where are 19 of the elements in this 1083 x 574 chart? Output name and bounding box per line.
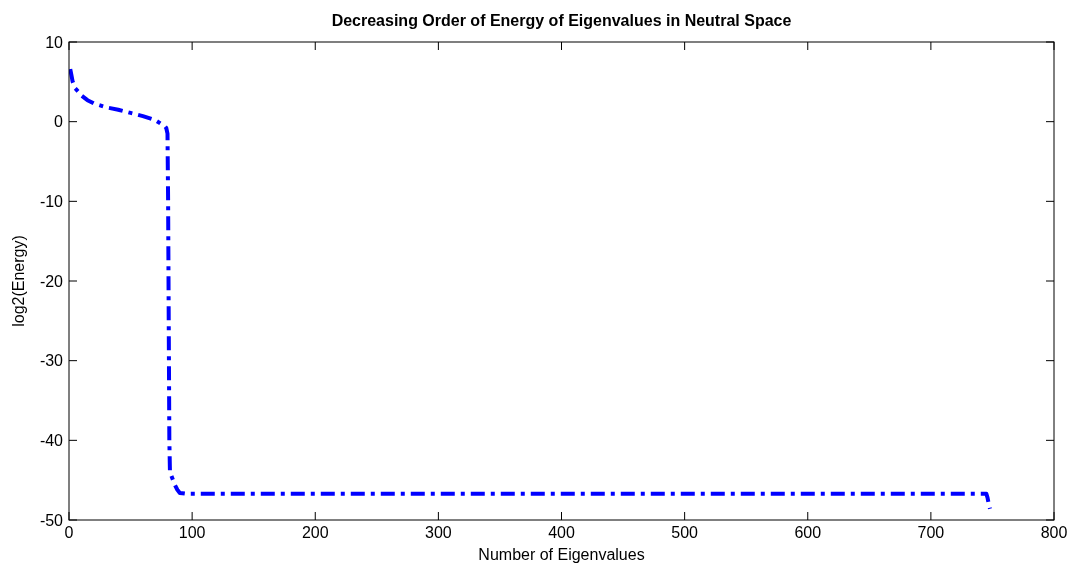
y-tick-label: -30: [39, 352, 64, 370]
y-tick-label: -50: [39, 511, 64, 529]
y-tick-label: -20: [39, 272, 64, 290]
y-tick-label: -40: [39, 431, 64, 449]
x-tick-label: 300: [425, 524, 452, 541]
x-axis-title: Number of Eigenvalues: [478, 546, 645, 563]
y-tick-label: 10: [45, 33, 64, 51]
x-tick-label: 700: [917, 524, 945, 541]
x-tick-label: 600: [794, 524, 822, 541]
x-tick-label: 100: [178, 524, 206, 541]
x-tick-label: 500: [671, 524, 699, 541]
y-tick-label: 0: [54, 113, 64, 131]
x-tick-label: 400: [548, 524, 575, 541]
chart-title: Decreasing Order of Energy of Eigenvalues in Neutral Space: [331, 12, 792, 29]
y-tick-label: -10: [39, 192, 64, 210]
x-tick-label: 200: [301, 524, 329, 541]
y-axis-title: log2(Energy): [10, 235, 27, 327]
line-series: [69, 67, 992, 511]
x-tick-label: 800: [1040, 524, 1068, 541]
